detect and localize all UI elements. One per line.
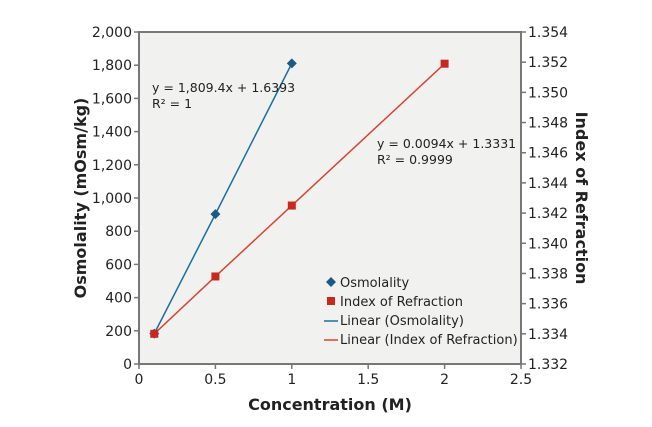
y2-tick-label: 1.336	[528, 297, 568, 313]
refraction-r2: R² = 0.9999	[377, 152, 453, 167]
y-axis-label: Osmolality (mOsm/kg)	[71, 98, 90, 299]
legend-linear-osmolality: Linear (Osmolality)	[340, 314, 464, 329]
osmolality-point	[210, 209, 221, 220]
y-tick-label: 1,000	[92, 191, 132, 207]
y-tick-label: 0	[123, 357, 132, 373]
y-tick-label: 1,600	[92, 91, 132, 107]
y2-tick-label: 1.348	[528, 116, 568, 132]
osmolality-r2: R² = 1	[152, 96, 192, 111]
legend: Osmolality Index of Refraction Linear (O…	[324, 276, 518, 348]
x-tick-label: 0.5	[204, 372, 226, 388]
y2-tick-label: 1.332	[528, 357, 568, 373]
plot-area	[138, 31, 522, 365]
osmolality-point	[286, 58, 297, 69]
y-tick-label: 800	[105, 224, 132, 240]
refraction-point	[440, 59, 449, 68]
trendline-1	[153, 63, 446, 335]
y-tick-label: 600	[105, 257, 132, 273]
legend-refraction: Index of Refraction	[340, 295, 463, 310]
legend-linear-refraction: Linear (Index of Refraction)	[340, 333, 518, 348]
y2-tick-label: 1.342	[528, 206, 568, 222]
legend-osmolality: Osmolality	[340, 276, 410, 291]
x-tick-label: 1.5	[357, 372, 379, 388]
y-tick-label: 400	[105, 291, 132, 307]
x-axis-label: Concentration (M)	[248, 395, 412, 414]
y-tick-label: 1,200	[92, 158, 132, 174]
y2-tick-label: 1.350	[528, 85, 568, 101]
refraction-equation: y = 0.0094x + 1.3331	[377, 136, 516, 151]
y2-tick-label: 1.354	[528, 25, 568, 41]
y2-tick-label: 1.352	[528, 55, 568, 71]
x-tick-label: 2	[440, 372, 449, 388]
y2-axis-label: Index of Refraction	[572, 112, 591, 285]
refraction-point	[211, 272, 220, 281]
y-tick-label: 200	[105, 324, 132, 340]
refraction-point	[287, 201, 296, 210]
y2-tick-label: 1.340	[528, 236, 568, 252]
y-tick-label: 1,800	[92, 58, 132, 74]
y2-tick-label: 1.346	[528, 146, 568, 162]
refraction-point	[150, 329, 159, 338]
y-tick-label: 2,000	[92, 25, 132, 41]
x-tick-label: 2.5	[510, 372, 532, 388]
y-tick-label: 1,400	[92, 125, 132, 141]
y2-tick-label: 1.334	[528, 327, 568, 343]
x-tick-label: 1	[287, 372, 296, 388]
y2-tick-label: 1.344	[528, 176, 568, 192]
legend-diamond-marker	[326, 277, 336, 287]
legend-square-marker	[327, 297, 335, 305]
x-tick-label: 0	[135, 372, 144, 388]
y2-tick-label: 1.338	[528, 266, 568, 282]
osmolality-equation: y = 1,809.4x + 1.6393	[152, 80, 295, 95]
